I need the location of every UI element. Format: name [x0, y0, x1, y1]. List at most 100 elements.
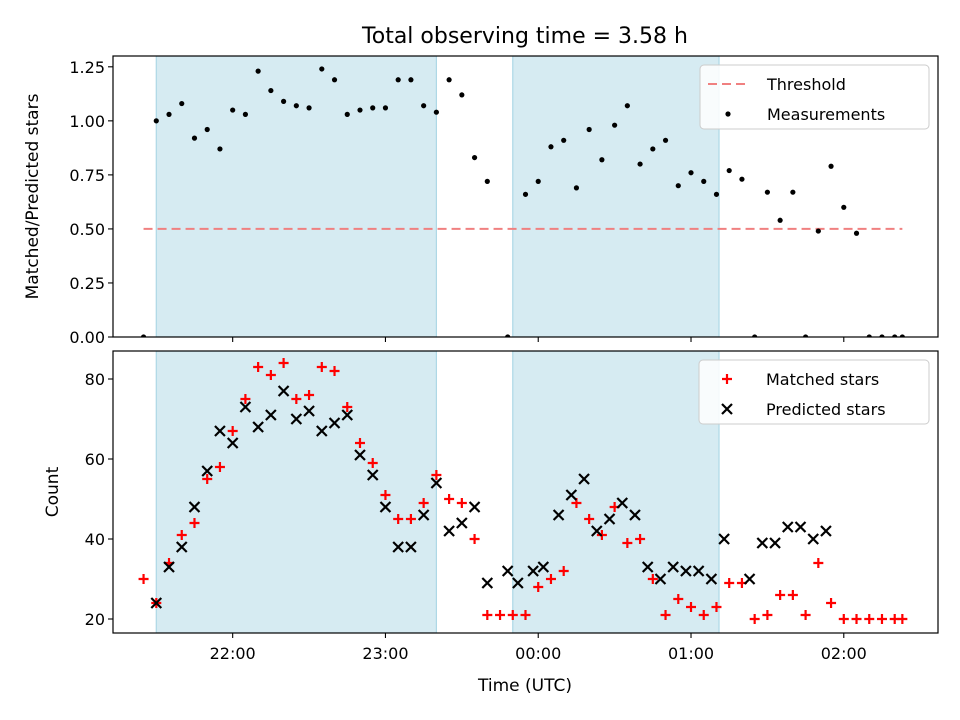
matched-star-marker: [393, 514, 404, 524]
y-axis-label: Matched/Predicted stars: [23, 93, 43, 299]
measurement-point: [548, 144, 554, 150]
matched-star-marker: [354, 438, 365, 448]
matched-star-marker: [660, 610, 671, 620]
predicted-star-marker: [794, 521, 807, 533]
measurement-point: [281, 98, 287, 104]
matched-star-marker: [876, 614, 887, 624]
measurement-point: [675, 183, 681, 189]
matched-star-marker: [431, 470, 442, 480]
legend-measurement-swatch: [725, 111, 731, 117]
measurement-point: [242, 111, 249, 117]
measurement-point: [357, 107, 363, 113]
matched-star-marker: [864, 614, 875, 624]
predicted-star-marker: [680, 565, 692, 577]
matched-star-marker: [698, 610, 709, 620]
measurement-point: [853, 230, 860, 236]
predicted-star-marker: [456, 517, 468, 529]
measurement-point: [662, 137, 669, 143]
predicted-star-marker: [226, 437, 239, 449]
measurement-point: [153, 118, 159, 124]
measurement-point: [841, 204, 847, 210]
matched-star-marker: [787, 590, 798, 600]
measurement-point: [344, 111, 350, 117]
predicted-star-marker: [718, 533, 730, 545]
predicted-star-marker: [417, 509, 430, 521]
y-tick-label: 20: [85, 610, 105, 629]
measurement-point: [166, 111, 172, 117]
measurement-point: [790, 189, 796, 195]
legend-label: Measurements: [767, 105, 885, 124]
matched-star-marker: [686, 602, 697, 612]
measurement-point: [599, 157, 605, 163]
predicted-star-marker: [629, 509, 641, 521]
matched-star-marker: [189, 518, 200, 528]
matched-star-marker: [545, 574, 556, 584]
measurement-point: [395, 77, 401, 83]
observing-interval-shade: [155, 56, 437, 337]
matched-star-marker: [456, 498, 467, 508]
matched-star-marker: [851, 614, 862, 624]
predicted-star-marker: [354, 449, 366, 461]
predicted-star-marker: [603, 513, 616, 525]
matched-star-marker: [444, 494, 455, 504]
measurement-point: [331, 77, 338, 83]
predicted-star-marker: [769, 537, 781, 549]
matched-star-marker: [724, 578, 735, 588]
measurement-point: [268, 87, 274, 94]
predicted-star-marker: [527, 565, 539, 577]
matched-star-marker: [380, 490, 391, 500]
measurement-point: [815, 228, 821, 234]
measurement-point: [459, 92, 465, 98]
matched-star-marker: [482, 610, 493, 620]
legend-label: Predicted stars: [766, 400, 886, 419]
legend-box: [699, 64, 930, 130]
measurement-point: [899, 334, 905, 337]
matched-star-marker: [495, 610, 506, 620]
predicted-star-marker: [468, 501, 481, 513]
observing-interval-shade: [155, 351, 437, 633]
measurement-point: [230, 107, 236, 113]
measurement-point: [370, 105, 376, 111]
measurement-point: [764, 189, 770, 195]
measurement-point: [892, 334, 898, 337]
predicted-star-marker: [578, 473, 590, 485]
legend-predicted-swatch: [721, 403, 733, 415]
matched-star-marker: [367, 458, 378, 468]
plot-area: [140, 56, 905, 337]
measurement-point: [191, 135, 198, 141]
measurement-point: [471, 154, 478, 161]
predicted-star-marker: [239, 401, 252, 413]
matched-star-marker: [520, 610, 531, 620]
matched-star-marker: [749, 614, 760, 624]
measurement-point: [535, 178, 541, 184]
matched-star-marker: [253, 362, 264, 372]
matched-star-marker: [329, 366, 340, 376]
measurement-point: [179, 100, 185, 107]
matched-star-marker: [622, 538, 633, 548]
matched-star-marker: [176, 530, 187, 540]
predicted-star-marker: [405, 541, 417, 553]
predicted-star-marker: [290, 413, 303, 425]
predicted-star-marker: [316, 425, 328, 437]
matched-star-marker: [278, 358, 289, 368]
predicted-star-marker: [328, 417, 341, 429]
measurement-point: [140, 334, 147, 337]
predicted-star-marker: [214, 425, 226, 437]
predicted-star-marker: [150, 597, 163, 609]
measurement-point: [586, 126, 592, 133]
predicted-star-marker: [756, 537, 769, 549]
measurement-point: [382, 105, 389, 111]
measurement-point: [446, 77, 452, 83]
measurement-point: [752, 334, 758, 337]
measurement-point: [573, 185, 580, 191]
plot-area: [138, 351, 908, 633]
predicted-star-marker: [366, 469, 379, 481]
measurement-point: [522, 191, 529, 197]
predicted-star-marker: [705, 573, 718, 585]
y-tick-label: 0.00: [69, 328, 105, 347]
measurement-point: [828, 163, 834, 169]
legend: Threshold Measurements: [699, 64, 930, 130]
matched-star-marker: [202, 474, 213, 484]
measurement-point: [505, 334, 511, 337]
